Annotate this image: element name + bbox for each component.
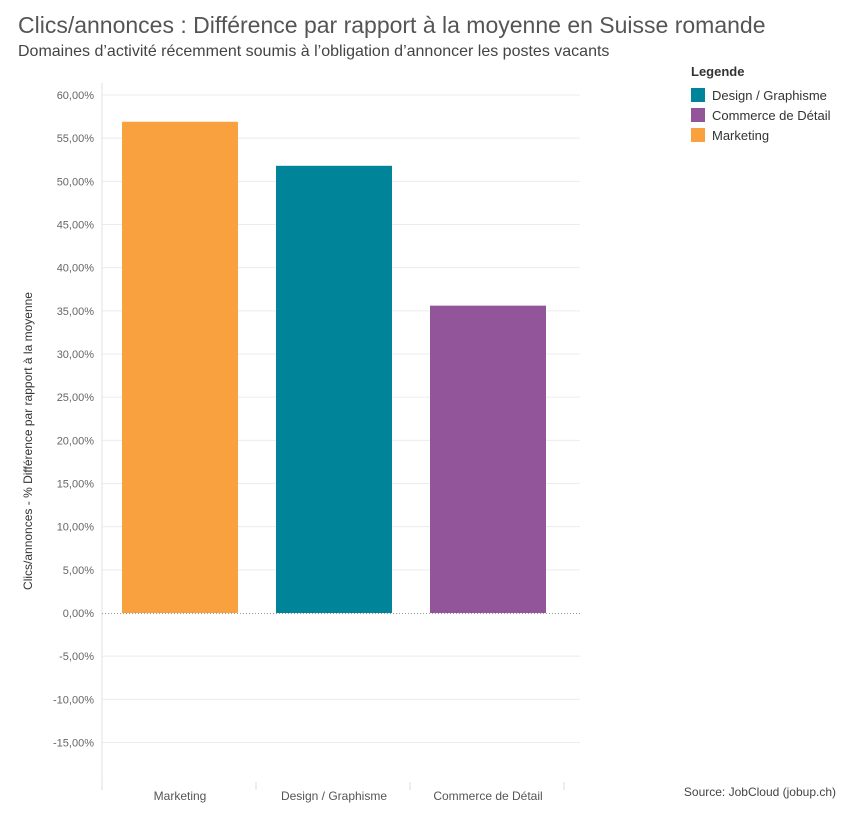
bar-commerce-de-d-tail [430,305,546,613]
legend-label: Commerce de Détail [712,107,831,123]
legend-item-commerce: Commerce de Détail [691,105,861,125]
y-tick-label: -15,00% [53,738,94,750]
y-tick-label: 35,00% [57,306,95,318]
y-tick-label: 15,00% [57,479,95,491]
y-tick-label: 10,00% [57,522,95,534]
legend-label: Design / Graphisme [712,87,827,103]
y-tick-label: -10,00% [53,694,94,706]
y-tick-label: 40,00% [57,263,95,275]
legend-label: Marketing [712,127,770,143]
legend-swatch [691,88,705,102]
bar-marketing [122,121,238,613]
y-tick-label: 55,00% [57,133,95,145]
y-tick-label: 50,00% [57,176,95,188]
y-tick-label: 0,00% [63,608,94,620]
legend-swatch [691,108,705,122]
x-category-label: Commerce de Détail [433,789,542,803]
bars [122,121,546,613]
legend-swatch [691,128,705,142]
y-tick-labels: 60,00% 55,00% 50,00% 45,00% 40,00% 35,00% 30,0… [53,90,94,750]
legend: Legende Design / Graphisme Commerce de D… [691,64,861,145]
y-axis-title: Clics/annonces - % Différence par rappor… [21,292,35,590]
axes [101,83,580,790]
legend-title: Legende [691,64,745,79]
x-category-label: Marketing [154,789,207,803]
y-tick-label: 30,00% [57,349,95,361]
bar-design-graphisme [276,165,392,613]
x-category-label: Design / Graphisme [281,789,387,803]
x-category-labels: Marketing Design / Graphisme Commerce de D… [154,789,543,803]
chart-subtitle: Domaines d’activité récemment soumis à l… [18,43,610,60]
y-tick-label: 20,00% [57,435,95,447]
y-tick-label: 25,00% [57,392,95,404]
y-tick-label: 45,00% [57,220,95,232]
chart-title: Clics/annonces : Différence par rapport … [18,12,766,38]
y-tick-label: 60,00% [57,90,95,102]
y-tick-label: 5,00% [63,565,94,577]
legend-item-design: Design / Graphisme [691,85,861,105]
source-note: Source: JobCloud (jobup.ch) [683,785,836,799]
y-tick-label: -5,00% [59,651,94,663]
legend-item-marketing: Marketing [691,125,861,145]
